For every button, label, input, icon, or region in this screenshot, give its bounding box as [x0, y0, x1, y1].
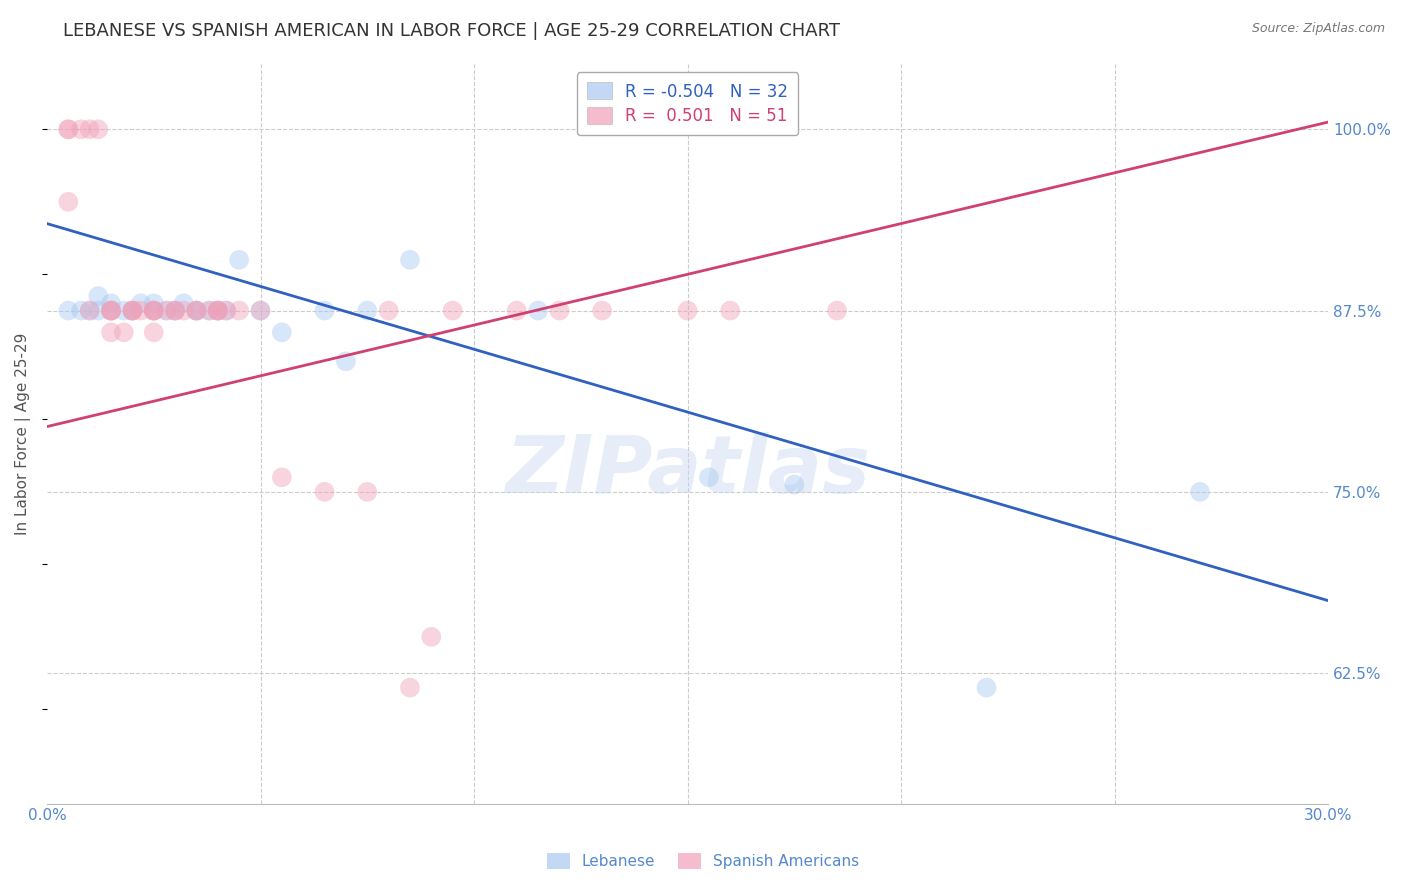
Point [270, 326, 292, 340]
Point [70, 122, 93, 136]
Point [87, 122, 110, 136]
Point [215, 303, 238, 318]
Point [249, 303, 271, 318]
Point [142, 303, 165, 318]
Text: ZIPatlas: ZIPatlas [505, 432, 870, 510]
Point [697, 470, 720, 484]
Point [249, 303, 271, 318]
Point [121, 303, 143, 318]
Point [142, 303, 165, 318]
Point [186, 303, 208, 318]
Point [173, 296, 195, 310]
Point [356, 484, 378, 499]
Point [70, 303, 93, 318]
Point [129, 303, 152, 318]
Point [100, 303, 122, 318]
Point [129, 296, 152, 310]
Point [506, 303, 529, 318]
Point [155, 303, 177, 318]
Point [142, 303, 165, 318]
Point [87, 289, 110, 303]
Point [79, 122, 101, 136]
Point [420, 630, 443, 644]
Point [121, 303, 143, 318]
Point [783, 477, 806, 491]
Point [441, 303, 464, 318]
Point [207, 303, 229, 318]
Point [207, 303, 229, 318]
Point [314, 484, 336, 499]
Point [228, 303, 250, 318]
Point [142, 326, 165, 340]
Point [79, 303, 101, 318]
Legend: R = -0.504   N = 32, R =  0.501   N = 51: R = -0.504 N = 32, R = 0.501 N = 51 [576, 72, 799, 136]
Point [121, 303, 143, 318]
Point [377, 303, 399, 318]
Point [399, 681, 422, 695]
Point [100, 326, 122, 340]
Point [825, 303, 848, 318]
Point [186, 303, 208, 318]
Point [1189, 484, 1212, 499]
Point [58, 122, 80, 136]
Point [314, 303, 336, 318]
Legend: Lebanese, Spanish Americans: Lebanese, Spanish Americans [540, 847, 866, 875]
Point [100, 303, 122, 318]
Point [112, 303, 135, 318]
Point [198, 303, 221, 318]
Point [142, 303, 165, 318]
Point [207, 303, 229, 318]
Point [186, 303, 208, 318]
Point [399, 252, 422, 267]
Point [155, 303, 177, 318]
Point [173, 303, 195, 318]
Text: Source: ZipAtlas.com: Source: ZipAtlas.com [1251, 22, 1385, 36]
Point [676, 303, 699, 318]
Point [718, 303, 741, 318]
Point [112, 326, 135, 340]
Point [356, 303, 378, 318]
Point [142, 296, 165, 310]
Point [58, 122, 80, 136]
Point [87, 303, 110, 318]
Point [335, 354, 357, 368]
Point [121, 303, 143, 318]
Y-axis label: In Labor Force | Age 25-29: In Labor Force | Age 25-29 [15, 333, 31, 535]
Point [186, 303, 208, 318]
Point [100, 303, 122, 318]
Point [548, 303, 571, 318]
Point [976, 681, 998, 695]
Point [58, 303, 80, 318]
Point [100, 303, 122, 318]
Point [165, 303, 187, 318]
Point [58, 194, 80, 209]
Point [100, 296, 122, 310]
Text: LEBANESE VS SPANISH AMERICAN IN LABOR FORCE | AGE 25-29 CORRELATION CHART: LEBANESE VS SPANISH AMERICAN IN LABOR FO… [63, 22, 841, 40]
Point [527, 303, 550, 318]
Point [165, 303, 187, 318]
Point [591, 303, 613, 318]
Point [198, 303, 221, 318]
Point [165, 303, 187, 318]
Point [207, 303, 229, 318]
Point [215, 303, 238, 318]
Point [270, 470, 292, 484]
Point [79, 303, 101, 318]
Point [228, 252, 250, 267]
